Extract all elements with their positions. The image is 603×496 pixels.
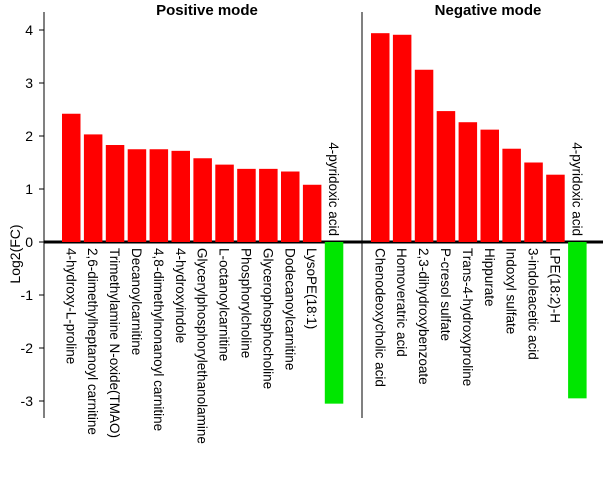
y-tick-label: 4 [25,22,33,38]
category-label: Phosphorylcholine [238,248,253,358]
category-label: L-octanoylcarnitine [217,248,232,361]
bar-negative [568,242,587,399]
bar-positive [546,174,565,242]
bar-positive [480,129,499,242]
bar-positive [149,149,169,242]
y-tick-label: 0 [25,234,33,250]
category-label: Hippurate [482,248,497,307]
bar-positive [193,158,212,242]
category-label: 4,8-dimethylnonanoyl carnitine [151,248,166,431]
y-tick-label: -3 [21,393,34,409]
category-label: Glycerylphosphorylethanolamine [195,248,210,444]
bar-positive [259,168,278,242]
category-label: Trans-4-hydroxyproline [460,248,475,386]
bar-positive [215,164,234,242]
category-label: Dodecanoylcarnitine [282,248,297,370]
category-label: 4-hydroxyindole [173,248,188,343]
category-label: LysoPE(18:1) [304,248,319,329]
category-label: Decanoylcarnitine [129,248,144,355]
panel-title: Positive mode [156,2,258,19]
y-tick-label: 2 [25,128,33,144]
category-label: 4-hydroxy-L-proline [63,248,78,364]
category-label: 2,6-dimethylheptanoyl carnitine [85,248,100,435]
bar-positive [105,145,125,242]
bar-positive [502,148,521,242]
y-tick-label: 3 [25,75,33,91]
category-label: P-cresol sulfate [438,248,453,341]
bar-positive [127,149,147,242]
category-label: Glycerophosphocholine [260,248,275,389]
y-tick-label: -1 [21,287,34,303]
bar-positive [62,113,81,243]
y-tick-label: 1 [25,181,33,197]
bar-positive [414,69,434,242]
category-label: 4-pyridoxic acid [569,142,584,236]
y-axis-title: Log2(FC) [7,224,23,283]
bar-positive [392,34,412,242]
bar-positive [281,171,300,242]
category-label: Chenodeoxycholic acid [372,248,387,387]
category-label: LPE(18:2)-H [547,248,562,323]
category-label: Homoveratric acid [394,248,409,357]
bar-positive [524,162,543,242]
category-label: 2,3-dihydroxybenzoate [416,248,431,385]
bar-positive [371,33,390,243]
category-label: Trimethylamine N-oxide(TMAO) [107,248,122,438]
bar-positive [83,134,103,242]
bar-positive [237,168,256,242]
bar-positive [171,150,190,242]
y-tick-label: -2 [21,340,34,356]
category-label: Indoxyl sulfate [504,248,519,334]
category-label: 3-indoleacetic acid [526,248,541,360]
panel-title: Negative mode [435,2,542,19]
bar-negative [324,242,344,404]
category-label: 4-pyridoxic acid [326,142,341,236]
bar-positive [302,184,322,242]
bar-positive [458,122,478,242]
bar-positive [436,111,456,242]
